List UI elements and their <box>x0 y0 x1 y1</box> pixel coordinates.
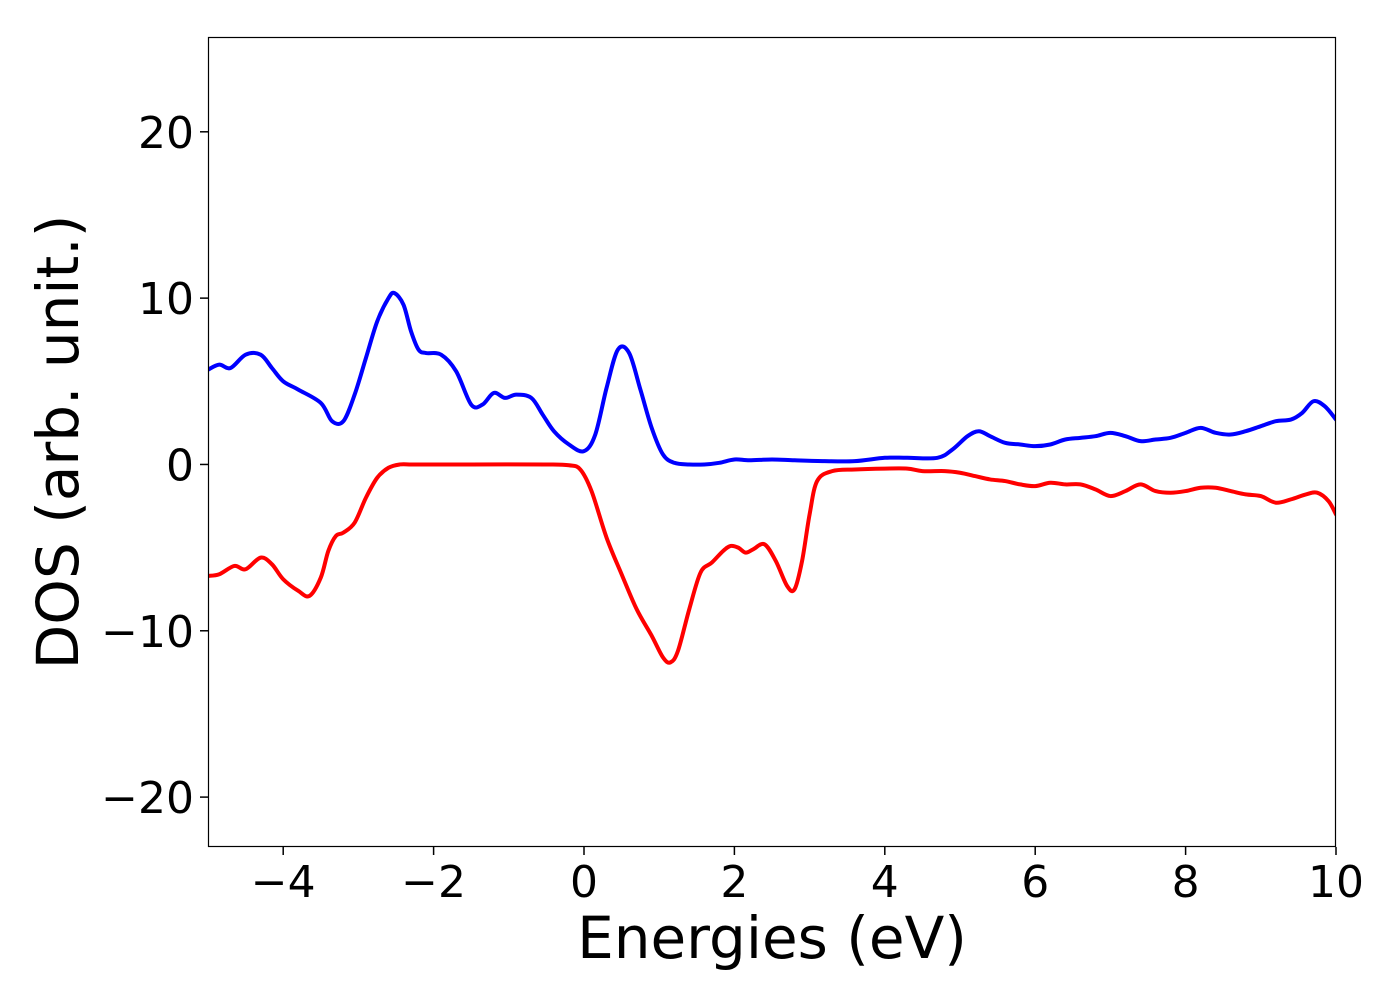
y-tick-label: 20 <box>138 108 194 159</box>
x-tick-label: 0 <box>570 857 598 908</box>
y-tick-label: 0 <box>166 440 194 491</box>
y-tick-label: −10 <box>101 607 194 658</box>
plot-frame <box>207 36 1337 848</box>
y-axis-label: DOS (arb. unit.) <box>24 215 92 670</box>
x-tick-label: −2 <box>401 857 466 908</box>
series-layer <box>208 290 1336 665</box>
series-line-1 <box>208 290 1336 467</box>
x-tick-label: 4 <box>871 857 899 908</box>
x-tick-label: 6 <box>1021 857 1049 908</box>
x-tick-label: −4 <box>251 857 316 908</box>
series-line-2 <box>208 462 1336 665</box>
x-axis-label: Energies (eV) <box>577 904 967 972</box>
x-tick-label: 10 <box>1308 857 1364 908</box>
y-tick-label: 10 <box>138 274 194 325</box>
x-tick-label: 8 <box>1172 857 1200 908</box>
x-tick-label: 2 <box>720 857 748 908</box>
y-tick-label: −20 <box>101 773 194 824</box>
